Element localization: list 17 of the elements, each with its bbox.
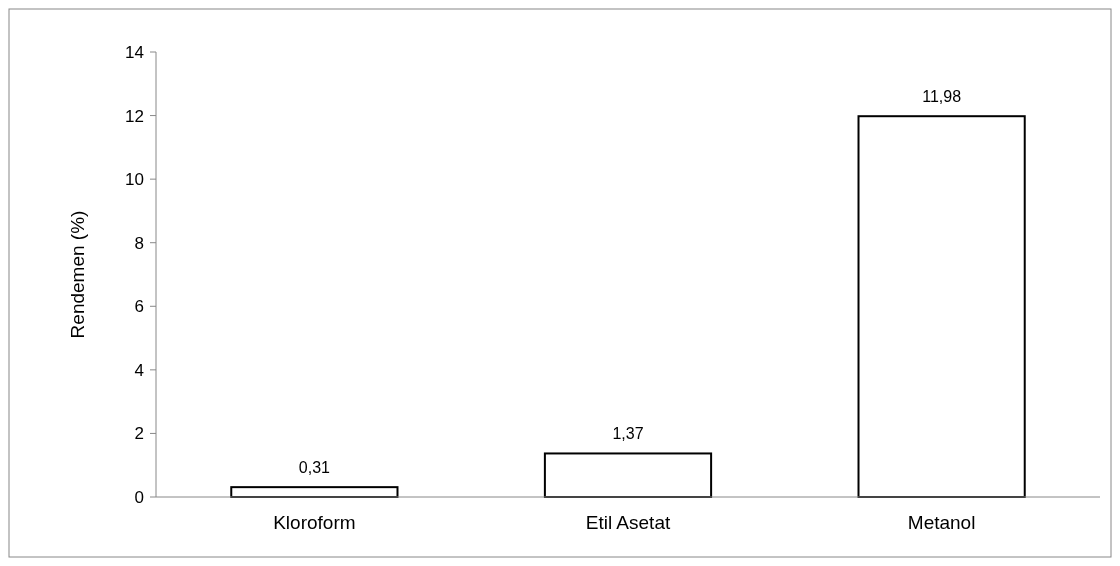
x-tick-label: Kloroform	[273, 512, 356, 533]
x-tick-label: Etil Asetat	[585, 512, 671, 533]
y-tick-label: 2	[134, 424, 144, 444]
data-label: 1,37	[612, 425, 644, 443]
y-tick-label: 0	[134, 487, 144, 507]
y-axis-title: Rendemen (%)	[67, 210, 88, 339]
bar	[543, 452, 713, 498]
y-tick-label: 12	[125, 106, 144, 126]
data-label: 11,98	[922, 88, 962, 106]
y-tick-label: 14	[125, 42, 144, 62]
y-tick-label: 4	[134, 360, 144, 380]
y-tick-label: 6	[134, 297, 144, 317]
y-tick-label: 10	[125, 170, 144, 190]
y-tick-label: 8	[134, 233, 144, 253]
x-tick-label: Metanol	[907, 512, 976, 533]
bar	[857, 115, 1026, 498]
data-label: 0,31	[298, 459, 331, 477]
